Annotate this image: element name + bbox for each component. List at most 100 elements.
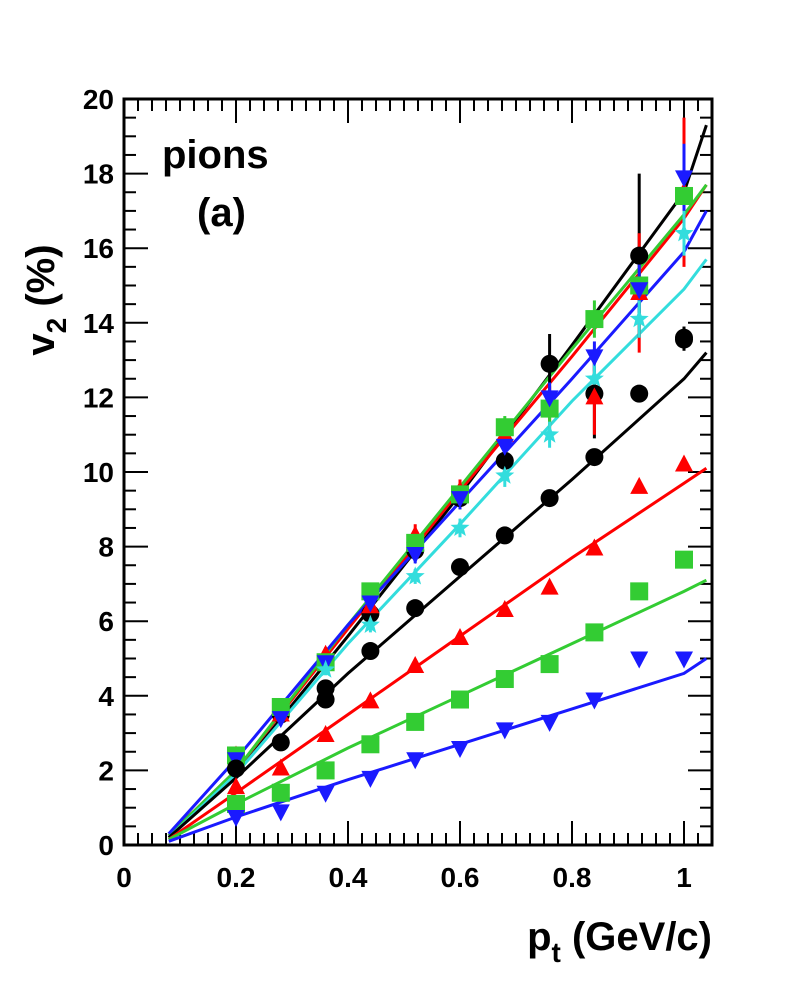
fit-curve-5: [167, 351, 708, 839]
y-axis-title: v2 (%): [19, 244, 72, 355]
data-point-triangle-up: [271, 758, 290, 776]
data-point-triangle-down: [271, 711, 290, 729]
data-point-triangle-up: [451, 627, 469, 645]
data-point-triangle-up: [585, 538, 604, 556]
data-point-circle: [451, 558, 469, 577]
y-tick-label: 8: [98, 532, 114, 563]
data-point-star: [360, 614, 380, 633]
y-axis-title-main: v: [19, 333, 63, 356]
data-point-triangle-down: [406, 547, 425, 565]
x-tick-labels: 0 0.2 0.4 0.6 0.8 1: [116, 862, 692, 893]
y-axis-title-sub: 2: [41, 318, 72, 334]
y-tick-label: 6: [98, 606, 114, 637]
data-point-triangle-down: [585, 692, 604, 710]
data-point-square: [675, 186, 693, 205]
data-point-triangle-down: [585, 349, 604, 367]
x-tick-label: 0.2: [217, 862, 256, 893]
data-point-circle: [271, 733, 290, 752]
fit-curve-8: [168, 657, 708, 843]
data-point-star: [316, 659, 336, 678]
fit-curve-0: [167, 124, 708, 835]
data-point-square: [227, 794, 245, 813]
x-axis-title: pt (GeV/c): [527, 915, 712, 968]
data-point-triangle-up: [406, 655, 425, 673]
data-point-square: [540, 655, 559, 674]
data-point-star: [674, 223, 694, 242]
x-axis-title-sub: t: [552, 937, 561, 968]
data-point-triangle-down: [361, 770, 380, 788]
fit-curve-7: [168, 578, 708, 841]
x-tick-label: 1: [676, 862, 692, 893]
data-point-square: [451, 690, 469, 709]
data-point-circle: [630, 246, 649, 265]
data-point-square: [316, 761, 335, 780]
y-tick-label: 2: [98, 755, 114, 786]
data-point-circle: [495, 526, 514, 545]
data-point-triangle-down: [630, 651, 649, 669]
data-point-square: [406, 712, 425, 731]
data-point-circle: [585, 448, 604, 467]
x-tick-label: 0.8: [553, 862, 592, 893]
data-point-triangle-down: [495, 438, 514, 456]
data-point-square: [495, 670, 514, 689]
data-point-star: [540, 424, 560, 443]
data-points: [227, 170, 694, 828]
data-point-triangle-down: [271, 804, 290, 822]
x-tick-label: 0.4: [329, 862, 368, 893]
data-point-star: [629, 309, 649, 328]
data-point-star: [405, 566, 425, 585]
y-tick-label: 16: [83, 233, 114, 264]
data-point-triangle-down: [227, 810, 245, 828]
data-point-square: [271, 783, 290, 802]
data-point-triangle-up: [361, 691, 380, 709]
data-point-star: [450, 518, 470, 536]
data-point-triangle-down: [406, 752, 425, 770]
data-point-triangle-down: [451, 491, 469, 509]
fit-curves: [167, 124, 708, 843]
x-tick-label: 0: [116, 862, 132, 893]
annotation-line2: (a): [197, 191, 246, 235]
data-point-square: [361, 735, 380, 754]
data-point-triangle-up: [227, 777, 245, 795]
data-point-triangle-down: [451, 741, 469, 759]
x-axis-title-main: p: [527, 915, 551, 959]
data-point-triangle-down: [675, 651, 693, 669]
y-tick-label: 18: [83, 159, 114, 190]
data-point-triangle-down: [495, 722, 514, 740]
annotation-line1: pions: [162, 133, 269, 177]
y-tick-label: 12: [83, 382, 114, 413]
data-point-star: [495, 465, 515, 484]
data-point-square: [585, 310, 604, 329]
data-point-triangle-down: [630, 282, 649, 300]
data-point-triangle-up: [585, 387, 604, 405]
data-point-circle: [540, 354, 559, 373]
data-point-triangle-down: [540, 714, 559, 732]
data-point-circle: [227, 759, 245, 778]
x-tick-label: 0.6: [441, 862, 480, 893]
data-point-circle: [361, 642, 380, 661]
data-point-circle: [406, 599, 425, 618]
y-tick-label: 10: [83, 457, 114, 488]
data-point-circle: [630, 384, 649, 403]
y-tick-label: 14: [83, 308, 115, 339]
y-tick-label: 4: [98, 681, 114, 712]
y-axis-title-rest: (%): [19, 244, 63, 317]
data-point-circle: [675, 330, 693, 349]
data-point-triangle-up: [495, 600, 514, 618]
data-point-square: [540, 399, 559, 418]
data-point-triangle-up: [316, 724, 335, 742]
y-tick-labels: 0 2 4 6 8 10 12 14 16 18 20: [83, 84, 115, 861]
plot-frame: [122, 97, 714, 847]
data-point-square: [495, 418, 514, 437]
data-point-circle: [495, 451, 514, 470]
data-point-triangle-up: [540, 577, 559, 595]
data-point-triangle-down: [675, 170, 693, 188]
data-point-star: [584, 368, 604, 387]
data-point-triangle-down: [316, 785, 335, 803]
y-tick-label: 20: [83, 84, 114, 115]
data-point-triangle-up: [630, 476, 649, 494]
fit-curve-2: [167, 183, 708, 837]
data-point-triangle-up: [675, 454, 693, 472]
x-axis-title-rest: (GeV/c): [561, 915, 712, 959]
